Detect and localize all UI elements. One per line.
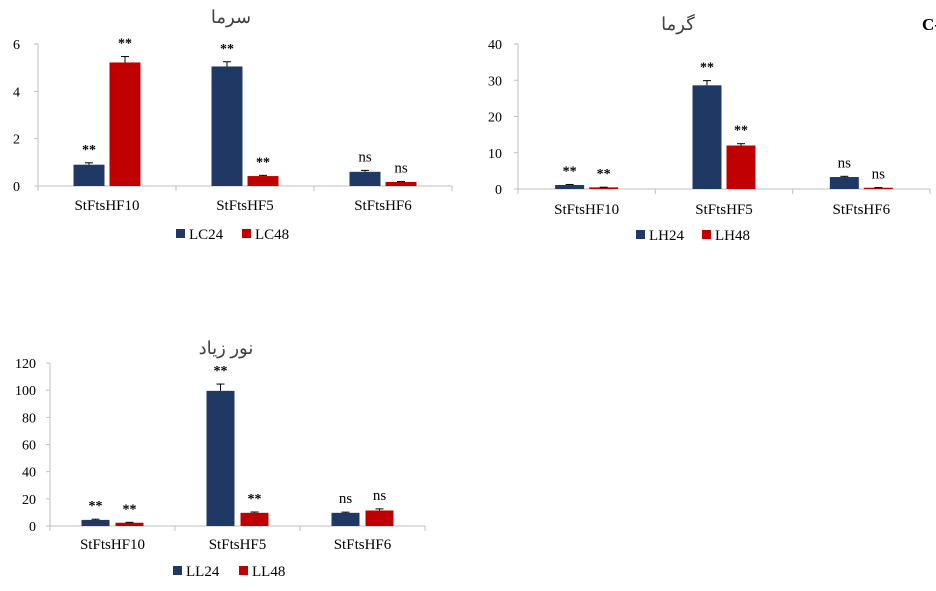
- legend-swatch: [176, 229, 185, 238]
- y-tick-label: 100: [15, 384, 36, 399]
- chart-title: گرما: [661, 13, 695, 35]
- bar-ll48: [365, 510, 394, 526]
- category-label: StFtsHF5: [209, 537, 267, 553]
- category-label: StFtsHF10: [554, 202, 619, 218]
- bar-ll24: [331, 512, 360, 526]
- significance-label: ns: [339, 491, 353, 507]
- category-label: StFtsHF10: [74, 198, 139, 214]
- y-tick-label: 4: [13, 85, 20, 100]
- significance-label: ns: [872, 167, 886, 183]
- legend-label: LC48: [255, 227, 289, 243]
- chart-title: نور زیاد: [199, 338, 254, 359]
- significance-label: **: [700, 61, 714, 76]
- y-tick-label: 40: [22, 466, 36, 481]
- bar-lc48: [109, 62, 141, 186]
- legend-label: LC24: [189, 227, 224, 243]
- bar-ll48: [115, 522, 144, 526]
- y-tick-label: 6: [13, 38, 20, 53]
- significance-label: **: [123, 502, 137, 517]
- significance-label: **: [248, 492, 262, 507]
- figure-label: برگ-C: [922, 14, 936, 35]
- significance-label: **: [734, 124, 748, 139]
- significance-label: **: [89, 499, 103, 514]
- significance-label: ns: [394, 161, 408, 177]
- legend-swatch: [636, 230, 645, 239]
- significance-label: ns: [358, 149, 372, 165]
- category-label: StFtsHF6: [833, 202, 891, 218]
- bar-lc24: [73, 164, 105, 186]
- y-tick-label: 40: [488, 38, 502, 53]
- legend-swatch: [239, 566, 248, 575]
- bar-lc24: [349, 171, 381, 186]
- legend-label: LL48: [252, 564, 285, 580]
- significance-label: **: [597, 167, 611, 182]
- category-label: StFtsHF6: [354, 198, 412, 214]
- y-tick-label: 0: [29, 520, 36, 535]
- bar-lc24: [211, 66, 243, 186]
- chart-title: سرما: [211, 7, 251, 28]
- y-tick-label: 10: [488, 147, 502, 162]
- legend-label: LL24: [186, 564, 220, 580]
- bar-ll48: [240, 512, 269, 526]
- y-tick-label: 0: [495, 183, 502, 198]
- bar-lh48: [863, 187, 893, 189]
- significance-label: **: [82, 143, 96, 158]
- bar-lh24: [829, 177, 859, 189]
- category-label: StFtsHF10: [80, 537, 145, 553]
- y-tick-label: 60: [22, 439, 36, 454]
- bar-lh48: [589, 187, 619, 189]
- legend-swatch: [702, 230, 711, 239]
- bar-ll24: [206, 390, 235, 526]
- significance-label: **: [256, 155, 270, 170]
- y-tick-label: 20: [22, 493, 36, 508]
- bar-lh24: [692, 85, 722, 189]
- y-tick-label: 120: [15, 357, 36, 372]
- legend-label: LH24: [649, 228, 684, 244]
- legend-swatch: [242, 229, 251, 238]
- category-label: StFtsHF6: [334, 537, 392, 553]
- category-label: StFtsHF5: [695, 202, 753, 218]
- legend-swatch: [173, 566, 182, 575]
- bar-lc48: [247, 176, 279, 186]
- significance-label: **: [220, 42, 234, 57]
- y-tick-label: 30: [488, 74, 502, 89]
- bar-lh24: [555, 185, 585, 189]
- y-tick-label: 20: [488, 111, 502, 126]
- bar-ll24: [81, 519, 110, 526]
- significance-label: ns: [838, 155, 852, 171]
- bar-lh48: [726, 145, 756, 189]
- significance-label: **: [118, 37, 132, 52]
- bar-lc48: [385, 181, 417, 186]
- y-tick-label: 2: [13, 133, 20, 148]
- category-label: StFtsHF5: [216, 198, 274, 214]
- significance-label: ns: [373, 488, 387, 504]
- significance-label: **: [563, 164, 577, 179]
- legend-label: LH48: [715, 228, 750, 244]
- y-tick-label: 80: [22, 411, 36, 426]
- y-tick-label: 0: [13, 180, 20, 195]
- significance-label: **: [214, 364, 228, 379]
